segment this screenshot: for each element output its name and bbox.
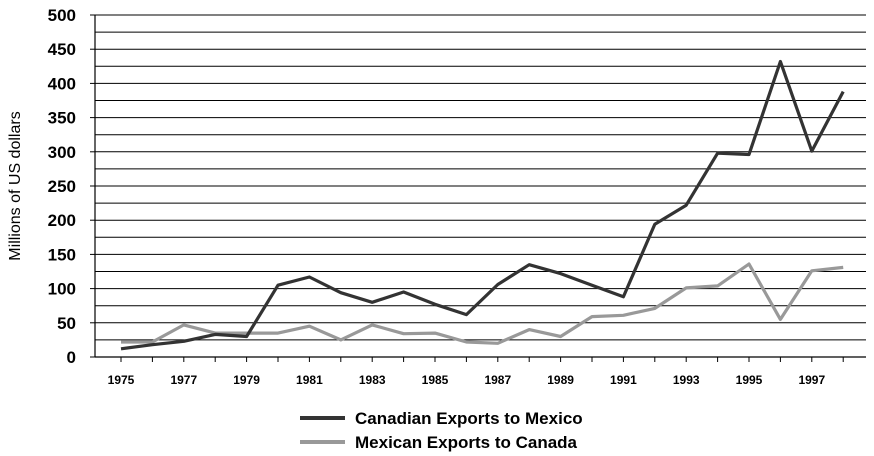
series-line [121, 262, 844, 345]
series-lines [120, 59, 845, 351]
y-tick-label: 500 [48, 6, 76, 25]
y-tick-label: 300 [48, 143, 76, 162]
x-tick-label: 1991 [610, 373, 637, 387]
x-tick-label: 1995 [736, 373, 763, 387]
y-tick-label: 0 [67, 348, 76, 367]
legend: Canadian Exports to Mexico Mexican Export… [300, 409, 583, 452]
y-tick-label: 200 [48, 211, 76, 230]
x-tick-label: 1981 [296, 373, 323, 387]
x-tick-label: 1983 [359, 373, 386, 387]
y-tick-label: 150 [48, 245, 76, 264]
y-tick-label: 400 [48, 74, 76, 93]
x-tick-labels: 1975 1977 1979 1981 1983 1985 1987 1989 1991 1993… [108, 357, 844, 387]
y-tick-label: 100 [48, 280, 76, 299]
y-axis-label: Millions of US dollars [7, 111, 24, 260]
x-tick-label: 1993 [673, 373, 700, 387]
x-tick-label: 1989 [547, 373, 574, 387]
legend-label: Canadian Exports to Mexico [355, 409, 583, 428]
gridlines [95, 14, 866, 341]
x-tick-label: 1987 [484, 373, 511, 387]
x-tick-label: 1975 [108, 373, 135, 387]
x-tick-label: 1979 [233, 373, 260, 387]
x-tick-label: 1985 [422, 373, 449, 387]
y-tick-label: 50 [57, 314, 76, 333]
x-tick-label: 1977 [170, 373, 197, 387]
legend-label: Mexican Exports to Canada [355, 433, 578, 452]
y-tick-labels: 0 50 100 150 200 250 300 350 400 450 500 [48, 6, 95, 367]
y-tick-label: 450 [48, 40, 76, 59]
y-tick-label: 350 [48, 109, 76, 128]
y-tick-label: 250 [48, 177, 76, 196]
x-tick-label: 1997 [798, 373, 825, 387]
series-line [120, 59, 845, 351]
